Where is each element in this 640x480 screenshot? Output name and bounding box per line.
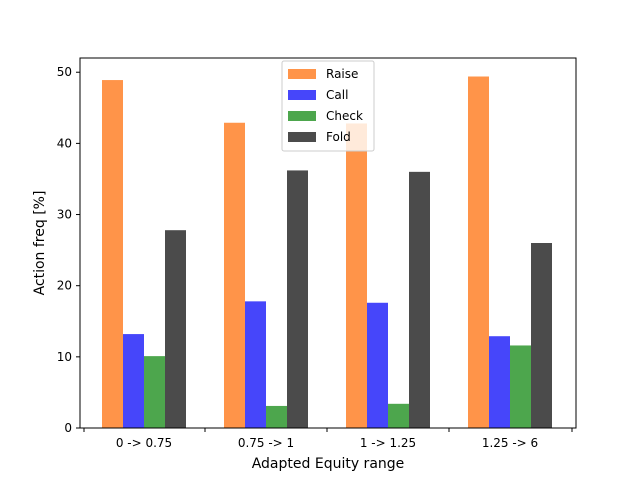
legend-label-check: Check — [326, 109, 363, 123]
x-tick-label: 0.75 -> 1 — [238, 436, 294, 450]
y-axis: 0 10 20 30 40 50 — [57, 65, 80, 435]
bar-check-0 — [144, 356, 165, 428]
bars-layer — [102, 76, 552, 429]
plot-frame — [79, 57, 577, 429]
legend-box — [281, 60, 375, 152]
bar-call-1 — [245, 301, 266, 428]
legend: Raise Call Check Fold — [281, 60, 375, 152]
y-axis-label: Action freq [%] — [32, 191, 48, 296]
bar-check-1 — [266, 405, 287, 428]
x-tick-label: 1.25 -> 6 — [482, 436, 538, 450]
y-tick-label: 50 — [57, 65, 72, 79]
bar-raise-2 — [346, 123, 367, 428]
x-axis: 0 -> 0.75 0.75 -> 1 1 -> 1.25 1.25 -> 6 — [83, 428, 573, 450]
legend-swatch-raise — [288, 69, 316, 79]
legend-label-raise: Raise — [326, 67, 358, 81]
bar-raise-1 — [224, 122, 245, 428]
legend-label-fold: Fold — [326, 130, 351, 144]
bar-check-2 — [388, 403, 409, 428]
bar-call-2 — [367, 302, 388, 428]
bar-fold-0 — [165, 230, 186, 428]
bar-fold-2 — [409, 171, 430, 428]
y-tick-label: 0 — [64, 421, 72, 435]
legend-swatch-check — [288, 111, 316, 121]
y-tick-label: 20 — [57, 279, 72, 293]
x-tick-label: 1 -> 1.25 — [360, 436, 416, 450]
bar-check-3 — [510, 345, 531, 428]
legend-swatch-fold — [288, 132, 316, 142]
legend-label-call: Call — [326, 88, 348, 102]
bar-raise-0 — [102, 80, 123, 429]
bar-call-0 — [123, 334, 144, 428]
bar-fold-3 — [531, 243, 552, 428]
y-tick-label: 10 — [57, 350, 72, 364]
y-tick-label: 30 — [57, 208, 72, 222]
bar-fold-1 — [287, 170, 308, 428]
x-tick-label: 0 -> 0.75 — [116, 436, 172, 450]
x-axis-label: Adapted Equity range — [252, 456, 405, 472]
bar-call-3 — [489, 336, 510, 428]
y-tick-label: 40 — [57, 136, 72, 150]
bar-raise-3 — [468, 76, 489, 428]
legend-swatch-call — [288, 90, 316, 100]
